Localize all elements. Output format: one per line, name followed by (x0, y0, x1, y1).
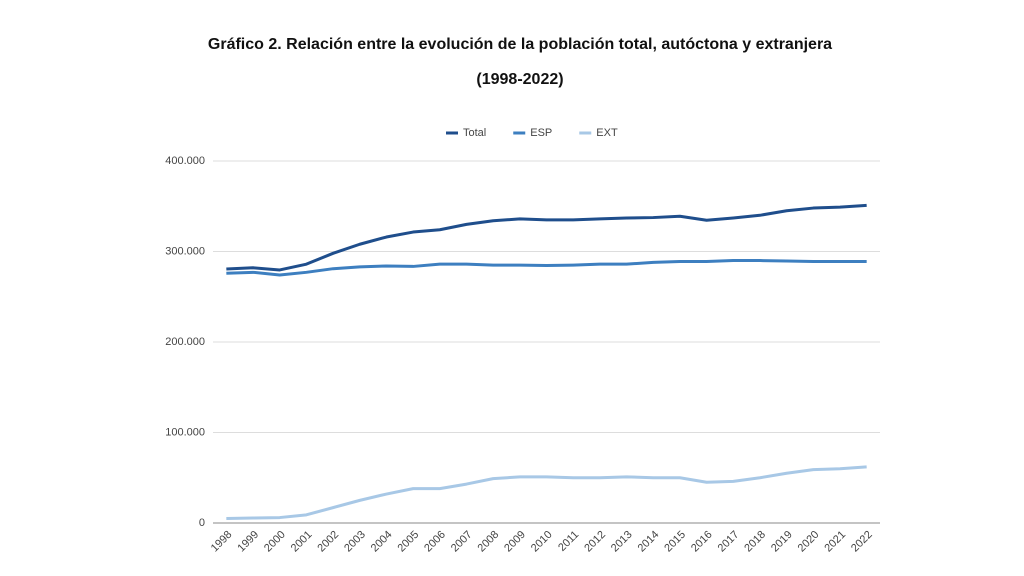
x-tick-label: 2018 (742, 529, 768, 555)
y-tick-label: 300.000 (165, 245, 205, 257)
x-tick-label: 2001 (289, 529, 315, 555)
x-tick-label: 2021 (822, 529, 848, 555)
x-tick-label: 2008 (476, 529, 502, 555)
x-tick-label: 2003 (342, 529, 368, 555)
x-tick-label: 2009 (502, 529, 528, 555)
series-line (226, 465, 867, 520)
chart-title: Gráfico 2. Relación entre la evolución d… (208, 36, 832, 53)
x-tick-label: 2007 (449, 529, 475, 555)
y-tick-label: 400.000 (165, 155, 205, 167)
x-tick-label: 2014 (636, 529, 662, 555)
legend-label: EXT (596, 127, 618, 139)
x-tick-label: 2002 (315, 529, 341, 555)
series-line (226, 259, 867, 277)
y-tick-label: 0 (199, 517, 205, 529)
chart-subtitle: (1998-2022) (476, 71, 563, 88)
x-tick-label: 2005 (395, 529, 421, 555)
x-tick-label: 2004 (369, 529, 395, 555)
x-tick-label: 1998 (209, 529, 235, 555)
x-tick-label: 2012 (582, 529, 608, 555)
x-tick-label: 2010 (529, 529, 555, 555)
x-tick-label: 2020 (796, 529, 822, 555)
x-tick-label: 2019 (769, 529, 795, 555)
legend-label: ESP (530, 127, 552, 139)
y-tick-label: 200.000 (165, 336, 205, 348)
y-tick-label: 100.000 (165, 426, 205, 438)
x-tick-label: 2000 (262, 529, 288, 555)
legend-label: Total (463, 127, 486, 139)
series-line (226, 203, 867, 272)
x-tick-label: 2015 (662, 529, 688, 555)
x-tick-label: 2016 (689, 529, 715, 555)
x-tick-label: 1999 (235, 529, 261, 555)
x-tick-label: 2017 (716, 529, 742, 555)
x-tick-label: 2011 (556, 529, 581, 554)
x-tick-label: 2022 (849, 529, 875, 555)
x-tick-label: 2006 (422, 529, 448, 555)
x-tick-label: 2013 (609, 529, 635, 555)
